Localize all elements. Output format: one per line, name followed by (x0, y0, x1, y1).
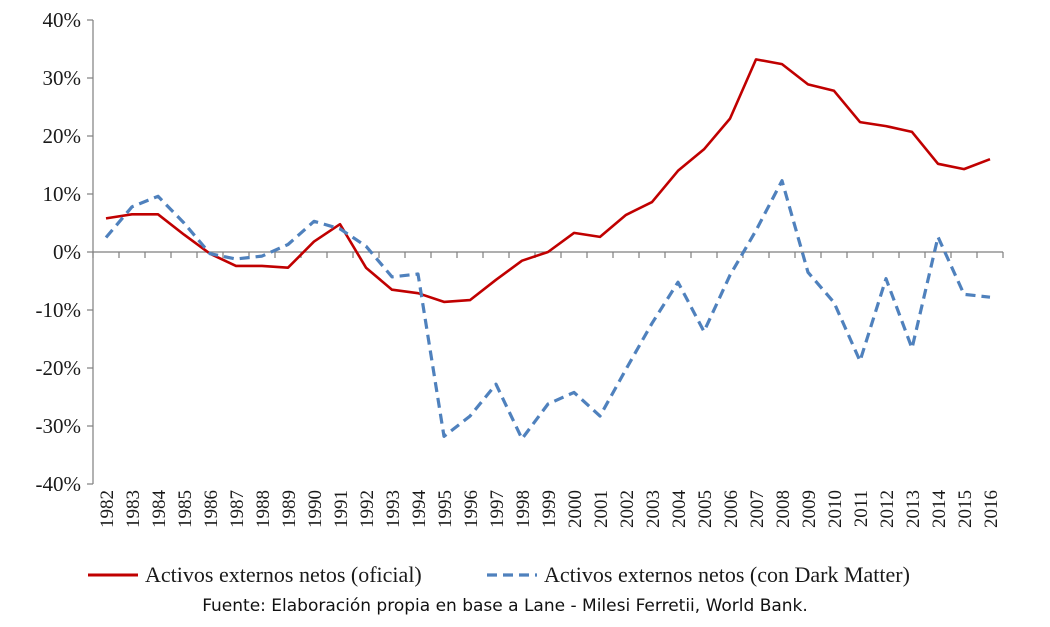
x-tick-label: 1982 (97, 490, 118, 528)
x-tick-label: 1997 (487, 490, 508, 528)
x-tick-label: 1983 (123, 490, 144, 528)
legend: Activos externos netos (oficial) Activos… (88, 562, 910, 587)
x-tick-label: 2000 (565, 490, 586, 528)
series-line-dark-matter (104, 179, 991, 441)
x-tick-label: 2010 (825, 490, 846, 528)
x-tick-label: 2014 (929, 490, 950, 529)
x-tick-label: 2012 (877, 490, 898, 528)
x-tick-label: 1986 (201, 490, 222, 528)
x-tick-label: 1984 (149, 490, 170, 529)
x-tick-label: 1998 (513, 490, 534, 528)
x-tick-label: 1991 (331, 490, 352, 528)
x-tick-label: 1990 (305, 490, 326, 528)
x-tick-label: 1992 (357, 490, 378, 528)
x-axis: 1982 1983 1984 1985 1986 1987 1988 1989 1990 1991… (92, 251, 1004, 529)
y-tick-label: -40% (36, 472, 82, 496)
x-tick-label: 2005 (695, 490, 716, 528)
x-tick-label: 2007 (747, 490, 768, 528)
legend-label-oficial: Activos externos netos (oficial) (145, 562, 422, 587)
y-tick-label: 30% (43, 66, 82, 90)
series-line-oficial (105, 58, 991, 304)
x-tick-label: 1988 (253, 490, 274, 528)
x-tick-label: 2011 (851, 490, 872, 527)
y-tick-label: 10% (43, 182, 82, 206)
x-tick-label: 2016 (981, 490, 1002, 528)
x-tick-label: 1994 (409, 490, 430, 529)
x-tick-label: 1999 (539, 490, 560, 528)
x-tick-label: 2008 (773, 490, 794, 528)
x-tick-label: 2015 (955, 490, 976, 528)
x-tick-label: 1996 (461, 490, 482, 528)
x-tick-label: 1993 (383, 490, 404, 528)
y-tick-label: 0% (53, 240, 81, 264)
x-tick-label: 2001 (591, 490, 612, 528)
x-tick-label: 2013 (903, 490, 924, 528)
series-layer (104, 58, 991, 441)
x-tick-label: 2004 (669, 490, 690, 529)
x-tick-label: 2009 (799, 490, 820, 528)
y-tick-label: 20% (43, 124, 82, 148)
chart-source-note: Fuente: Elaboración propia en base a Lan… (202, 596, 808, 616)
x-tick-label: 2003 (643, 490, 664, 528)
x-tick-label: 2002 (617, 490, 638, 528)
y-axis: -40% -30% -20% -10% 0% 10% 20% 30% 40% (36, 8, 94, 496)
x-tick-label: 1985 (175, 490, 196, 528)
legend-label-dark-matter: Activos externos netos (con Dark Matter) (544, 562, 910, 587)
x-tick-label: 1989 (279, 490, 300, 528)
x-tick-label: 1995 (435, 490, 456, 528)
x-tick-label: 1987 (227, 490, 248, 528)
y-tick-label: -20% (36, 356, 82, 380)
y-tick-label: 40% (43, 8, 82, 32)
y-tick-label: -10% (36, 298, 82, 322)
x-tick-label: 2006 (721, 490, 742, 528)
y-tick-label: -30% (36, 414, 82, 438)
